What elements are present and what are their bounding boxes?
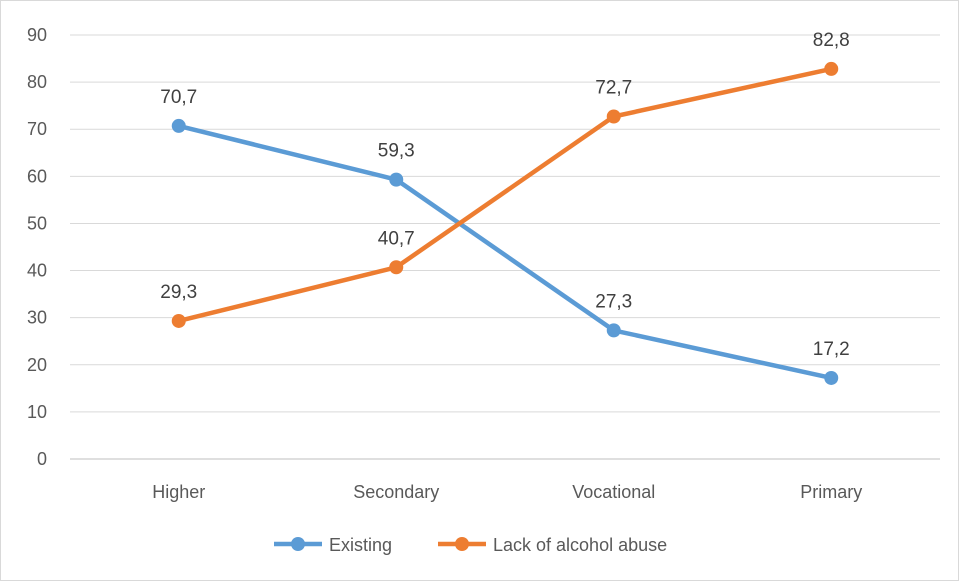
data-point [606, 323, 621, 338]
data-label: 82,8 [813, 30, 850, 51]
data-label: 29,3 [160, 282, 197, 303]
y-tick-label: 0 [37, 449, 47, 469]
y-tick-label: 40 [27, 261, 47, 281]
legend-marker [455, 537, 469, 551]
data-label: 40,7 [378, 228, 415, 249]
series-group: 70,7 59,3 27,3 17,2 29,3 40,7 72,7 82,8 [160, 30, 850, 385]
series-1: 29,3 40,7 72,7 82,8 [160, 30, 850, 328]
legend-item: Existing [274, 535, 392, 555]
series-line [176, 66, 834, 324]
x-tick-label: Vocational [572, 482, 655, 502]
legend-marker [291, 537, 305, 551]
y-axis-ticks: 0 10 20 30 40 50 60 70 80 90 [27, 25, 47, 469]
data-label: 17,2 [813, 339, 850, 360]
series-line [176, 123, 834, 381]
y-tick-label: 80 [27, 72, 47, 92]
x-axis-ticks: Higher Secondary Vocational Primary [152, 482, 862, 502]
data-point [606, 109, 621, 124]
data-label: 59,3 [378, 141, 415, 162]
data-point [171, 313, 186, 328]
y-tick-label: 10 [27, 402, 47, 422]
x-tick-label: Primary [800, 482, 862, 502]
data-label: 27,3 [595, 291, 632, 312]
series-0: 70,7 59,3 27,3 17,2 [160, 87, 850, 385]
data-point [824, 61, 839, 76]
y-tick-label: 90 [27, 25, 47, 45]
y-tick-label: 20 [27, 355, 47, 375]
x-tick-label: Secondary [353, 482, 439, 502]
y-tick-label: 30 [27, 308, 47, 328]
data-label: 70,7 [160, 87, 197, 108]
data-point [171, 118, 186, 133]
y-tick-label: 50 [27, 213, 47, 233]
legend-item: Lack of alcohol abuse [438, 535, 667, 555]
x-tick-label: Higher [152, 482, 205, 502]
gridlines [70, 34, 940, 460]
data-point [389, 260, 404, 275]
y-tick-label: 60 [27, 166, 47, 186]
legend-label: Existing [329, 535, 392, 555]
data-point [389, 172, 404, 187]
y-tick-label: 70 [27, 119, 47, 139]
data-point [824, 370, 839, 385]
legend: Existing Lack of alcohol abuse [274, 535, 667, 555]
data-label: 72,7 [595, 78, 632, 99]
legend-label: Lack of alcohol abuse [493, 535, 667, 555]
